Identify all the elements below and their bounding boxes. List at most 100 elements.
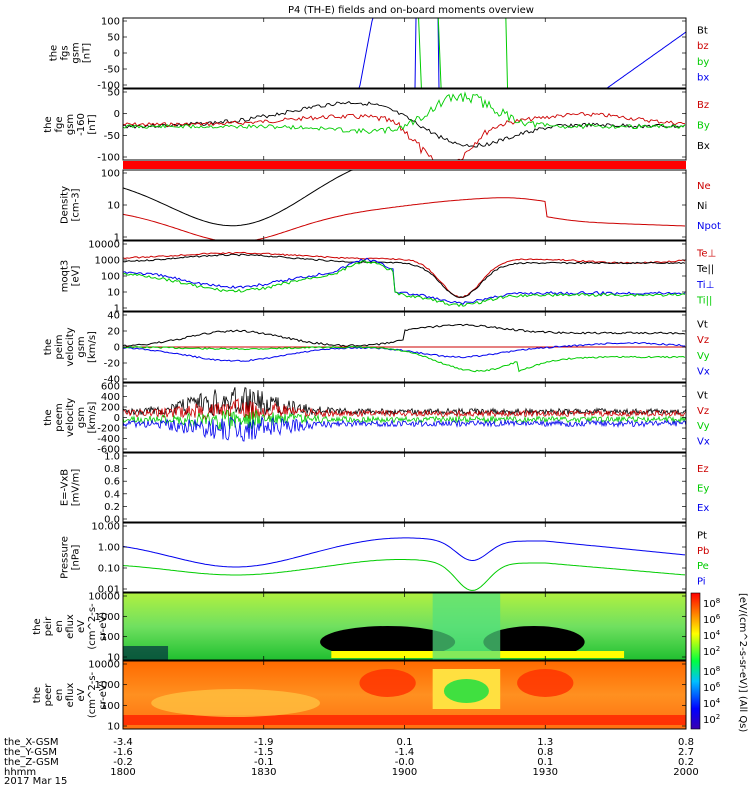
series-pe — [123, 559, 686, 591]
colorbar-tick-label: 106 — [703, 681, 721, 694]
ytick-label: -20 — [104, 359, 120, 370]
ytick-label: -100 — [97, 81, 120, 92]
series-vz — [123, 398, 686, 421]
legend-Vx: Vx — [697, 437, 710, 448]
ylabel-line: Density — [60, 186, 71, 224]
ytick-label: -400 — [97, 434, 120, 445]
ylabel-line: [nPa] — [71, 544, 82, 570]
ytick-label: -50 — [104, 65, 120, 76]
series-bz — [123, 112, 686, 160]
series-vy — [123, 409, 686, 430]
xaxis-value: 0.1 — [537, 757, 553, 768]
legend-Ez: Ez — [697, 464, 709, 475]
legend-Ey: Ey — [697, 484, 709, 495]
xaxis-value: 0.1 — [397, 737, 413, 748]
heatmap-cell — [123, 715, 686, 725]
ylabel-line: [km/s] — [87, 331, 98, 363]
heatmap-cell — [320, 626, 456, 658]
panel-frame — [122, 169, 687, 241]
series-te-perp — [123, 251, 686, 299]
series-vt — [123, 387, 686, 417]
ytick-label: 400 — [101, 392, 120, 403]
ytick-label: 0.2 — [104, 502, 120, 513]
ylabel-line: the — [43, 116, 54, 132]
legend-Ti⊥: Ti⊥ — [696, 280, 714, 291]
xaxis-value: -1.4 — [395, 747, 415, 758]
xaxis-row-label: the_Z-GSM — [4, 757, 59, 768]
heatmap-cell — [151, 689, 321, 717]
colorbar-tick-label: 102 — [703, 713, 720, 726]
xaxis-value: 1800 — [110, 767, 135, 778]
panel-temp: 10000 1000 100 10 1 moqt3 [eV] Te⊥ Te|| Ti⊥ Ti|| — [60, 240, 717, 315]
ytick-label: 0.01 — [98, 585, 120, 596]
legend-Vz: Vz — [697, 335, 709, 346]
ylabel-line: en — [54, 620, 65, 633]
panel-frame — [122, 88, 687, 161]
ytick-label: 600 — [101, 382, 120, 393]
legend-Vy: Vy — [697, 351, 710, 362]
panel-frame — [122, 17, 687, 89]
colorbar: 108 106 104 102 108 106 104 102 [eV/(cm^2-s-sr-… — [690, 592, 748, 732]
legend-Ti||: Ti|| — [696, 295, 712, 306]
ytick-label: 0.8 — [104, 464, 120, 475]
series-by — [123, 91, 686, 135]
heatmap-cell — [443, 679, 489, 703]
legend-Vz: Vz — [697, 406, 709, 417]
ytick-label: -40 — [104, 375, 120, 386]
colorbar-ticks: 108 106 104 102 108 106 104 102 — [703, 597, 721, 726]
panel-pressure: 10.00 1.00 0.10 0.01 Pressure [nPa] Pt Pb Pe Pi — [60, 522, 710, 596]
legend-Pt: Pt — [697, 531, 707, 542]
ytick-label: 100 — [101, 701, 120, 712]
heatmap-cell — [517, 669, 574, 697]
panel-frame — [122, 382, 687, 453]
ytick-label: -100 — [97, 153, 120, 164]
date-label: 2017 Mar 15 — [4, 776, 67, 787]
panel-frame — [122, 452, 687, 523]
ylabel-line: (cm^2-s- — [87, 671, 98, 718]
heatmap-cell — [483, 626, 585, 658]
ytick-label: 50 — [107, 88, 120, 99]
series-ne — [123, 197, 686, 240]
xaxis-value: -0.0 — [395, 757, 415, 768]
legend-By: By — [697, 121, 710, 132]
ylabel-line: [nT] — [82, 43, 93, 63]
panel-fge: 50 0 -50 -100 the fge gsm -160 [nT] Bz By Bx — [43, 88, 710, 164]
plot-area-peim — [123, 323, 686, 373]
panel-peim: 40 20 0 -20 -40 the peim velocity gsm [km/s] Vt Vz V… — [43, 311, 710, 386]
ylabel-line: -160 — [76, 113, 87, 136]
heatmap-cell — [432, 593, 501, 660]
heatmap-cell — [123, 646, 169, 660]
ylabel-line: [mV/m] — [71, 469, 82, 507]
panel-frame — [122, 240, 687, 312]
xaxis-value: -1.5 — [254, 747, 274, 758]
series-te-par — [123, 253, 686, 298]
panel-efield: 1.00.8 0.60.4 0.2 0.0 E=-VxB [mV/m] Ez Ey Ex — [60, 452, 710, 526]
ytick-label: -600 — [97, 445, 120, 456]
plot-area-peir — [123, 593, 686, 660]
series-vx — [123, 341, 686, 362]
ylabel-line: velocity — [65, 398, 76, 437]
legend-Vt: Vt — [697, 391, 708, 402]
series-bx — [123, 101, 686, 148]
xaxis-value: 1830 — [251, 767, 276, 778]
plot-area-peer — [123, 661, 686, 729]
ytick-label: 10 — [107, 201, 120, 212]
ylabel-line: gsm — [71, 42, 82, 63]
ylabel-line: peim — [54, 334, 65, 359]
legend-Pe: Pe — [697, 561, 709, 572]
ytick-label: 40 — [107, 311, 120, 322]
ytick-label: 100 — [101, 272, 120, 283]
separator-bar — [123, 161, 686, 169]
ytick-label: 0.6 — [104, 477, 120, 488]
ytick-label: 50 — [107, 33, 120, 44]
ylabel-line: sr-eV) — [98, 612, 109, 641]
ytick-label: 1000 — [95, 612, 120, 623]
series-vy — [123, 345, 686, 373]
series-vt — [123, 323, 686, 347]
ylabel-line: sr-eV) — [98, 680, 109, 709]
series-bx — [123, 18, 686, 88]
